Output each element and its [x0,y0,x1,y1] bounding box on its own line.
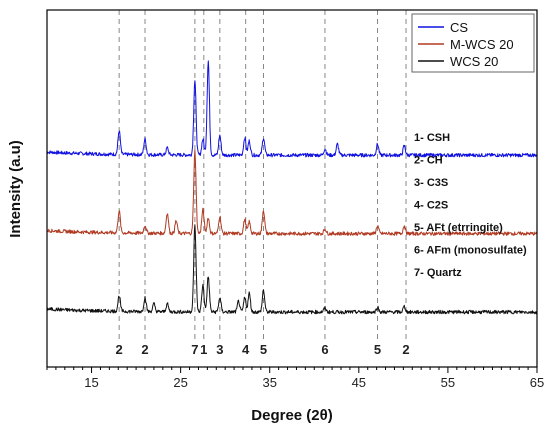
peak-label: 5 [260,342,267,357]
peak-label: 1 [200,342,207,357]
phase-legend-item: 4- C2S [414,200,448,212]
phase-legend-item: 6- AFm (monosulfate) [414,245,527,257]
x-tick-label: 65 [530,375,544,390]
series-lines [46,60,538,315]
phase-legend: 1- CSH 2- CH 3- C3S 4- C2S 5- AFt (etrringit… [414,132,527,279]
phase-legend-item: 1- CSH [414,132,450,144]
x-tick-label: 45 [352,375,366,390]
x-tick-label: 35 [262,375,276,390]
y-axis-title: Intensity (a.u) [7,140,24,238]
legend-label: WCS 20 [450,54,498,69]
peak-label: 4 [242,342,250,357]
series-legend: CS M-WCS 20 WCS 20 [411,13,535,73]
legend-box [411,13,535,73]
peak-label: 5 [374,342,381,357]
peak-label: 2 [402,342,409,357]
peak-label: 3 [216,342,223,357]
peak-label: 6 [321,342,328,357]
x-axis-title: Degree (2θ) [251,407,332,424]
x-axis-ticks: 15 25 35 45 55 65 [46,367,544,390]
x-tick-label: 55 [441,375,455,390]
phase-legend-item: 3- C3S [414,177,448,189]
series-line [46,149,538,236]
peak-label: 7 [191,342,198,357]
series-line [46,224,538,315]
legend-label: CS [450,20,468,35]
reference-lines [118,10,407,341]
legend-label: M-WCS 20 [450,37,514,52]
peak-label: 2 [116,342,123,357]
peak-label: 2 [141,342,148,357]
series-line [46,60,538,158]
x-tick-label: 15 [84,375,98,390]
x-tick-label: 25 [173,375,187,390]
phase-legend-item: 2- CH [414,155,443,167]
phase-legend-item: 5- AFt (etrringite) [414,222,503,234]
phase-legend-item: 7- Quartz [414,267,462,279]
plot-frame [46,9,538,368]
